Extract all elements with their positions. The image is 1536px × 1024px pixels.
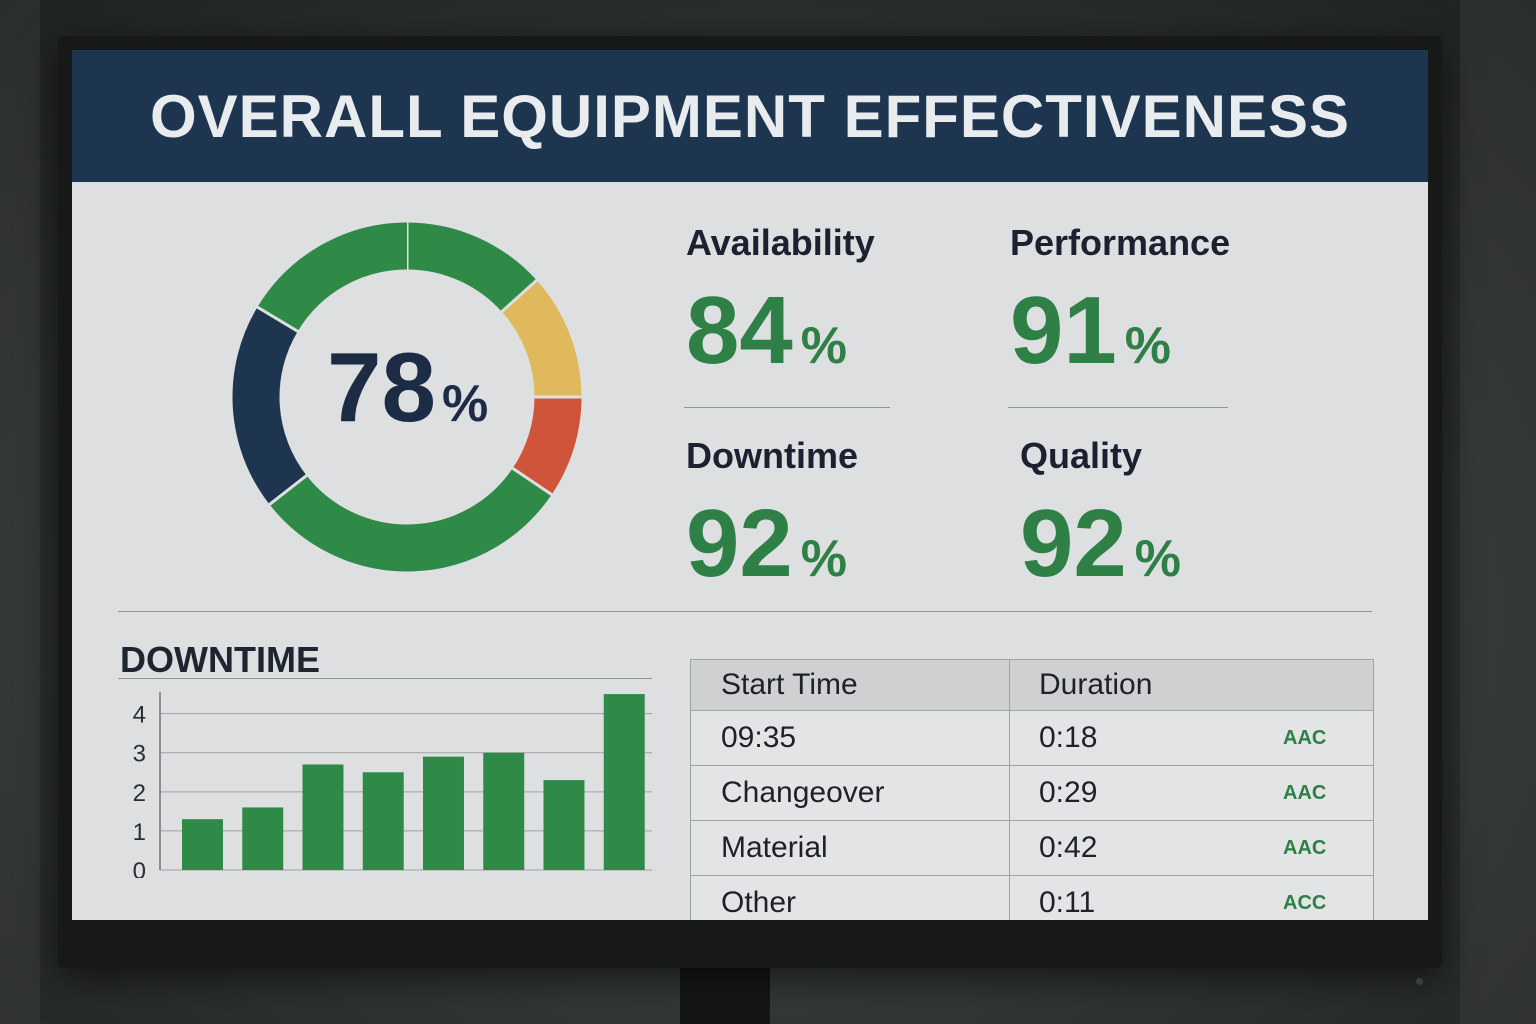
metric-label: Availability [686,222,875,263]
oee-number: 78 [327,332,437,442]
donut-separator [500,278,539,314]
metric-unit: % [800,317,848,375]
power-led-icon [1416,978,1423,985]
donut-segment-left [257,222,408,332]
column-divider [1009,660,1010,710]
column-divider [1009,711,1010,765]
dashboard-screen: OVERALL EQUIPMENT EFFECTIVENESS 78% Avai… [72,50,1428,920]
donut-separator [267,473,309,507]
metric-value: 92% [686,496,1006,592]
oee-value: 78% [327,338,527,436]
column-header-duration: Duration [1039,668,1153,701]
downtime-bar-chart: 0 1 2 3 4 [133,692,652,878]
donut-separator [511,466,554,497]
y-tick-label: 2 [133,780,146,807]
background-column [1460,0,1536,1024]
cell-duration: 0:18 [1039,721,1098,754]
donut-separator [255,305,300,334]
chart-bar [182,819,223,870]
cell-code: ACC [1283,891,1327,914]
metric-number: 91 [1010,277,1117,384]
y-tick-label: 0 [133,858,146,878]
metric-label: Performance [1010,222,1231,263]
chart-bar [603,694,645,870]
table-header-row: Start Time Duration [691,660,1373,711]
donut-segment-red [512,396,582,495]
cell-duration: 0:29 [1039,776,1098,809]
metric-unit: % [800,530,848,588]
metric-value: 92% [1020,496,1340,592]
section-title-underline [118,678,652,679]
page-title: OVERALL EQUIPMENT EFFECTIVENESS [149,82,1351,150]
donut-segment-navy [232,307,307,505]
cell-start: 09:35 [721,721,797,754]
chart-bar [242,807,284,870]
column-divider [1009,876,1010,920]
cell-duration: 0:42 [1039,831,1098,864]
metric-number: 84 [686,277,793,384]
metric-label: Quality [1020,435,1143,476]
downtime-section-title: DOWNTIME [120,639,320,680]
cell-code: AAC [1283,836,1327,859]
metric-divider [1008,407,1228,408]
table-row[interactable]: Material 0:42 AAC [691,821,1373,876]
oee-unit: % [442,375,489,433]
metric-unit: % [1124,317,1172,375]
column-header-start-time: Start Time [721,668,858,701]
column-divider [1009,821,1010,875]
chart-bar [302,764,344,870]
metric-number: 92 [1020,490,1127,597]
cell-code: AAC [1283,781,1327,804]
metric-divider [684,407,890,408]
section-divider [118,611,1372,612]
donut-segment-top [406,222,537,313]
cell-code: AAC [1283,726,1327,749]
table-row[interactable]: Other 0:11 ACC [691,876,1373,920]
cell-duration: 0:11 [1039,886,1096,919]
donut-segment-bottom [269,467,552,572]
metric-downtime: Downtime 92% [686,438,1006,592]
donut-segment-yellow [501,280,582,398]
metric-number: 92 [686,490,793,597]
chart-bar [543,780,585,870]
cell-start: Material [721,831,828,864]
metric-performance: Performance 91% [1010,225,1330,379]
chart-bar [362,772,404,870]
cell-start: Changeover [721,776,885,809]
metric-label: Downtime [686,435,859,476]
metric-value: 84% [686,283,1006,379]
chart-bar [483,752,525,870]
oee-donut-chart [232,221,583,572]
downtime-table: Start Time Duration 09:35 0:18 AAC Chang… [690,659,1374,920]
y-tick-label: 4 [133,702,146,729]
table-row[interactable]: 09:35 0:18 AAC [691,711,1373,766]
monitor-stand [680,960,770,1024]
metric-quality: Quality 92% [1020,438,1340,592]
header-bar: OVERALL EQUIPMENT EFFECTIVENESS [72,50,1428,182]
table-row[interactable]: Changeover 0:29 AAC [691,766,1373,821]
metric-unit: % [1134,530,1182,588]
metric-availability: Availability 84% [686,225,1006,379]
y-tick-label: 3 [133,741,146,768]
chart-bar [423,756,464,870]
background-column [0,0,40,1024]
metric-value: 91% [1010,283,1330,379]
y-tick-label: 1 [133,819,146,846]
cell-start: Other [721,886,797,919]
column-divider [1009,766,1010,820]
